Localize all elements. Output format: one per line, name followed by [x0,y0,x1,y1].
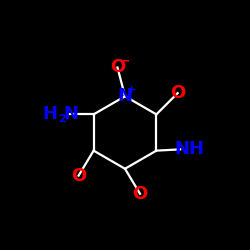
Text: H: H [42,106,57,123]
Text: N: N [64,106,78,123]
Text: O: O [170,84,185,102]
Text: O: O [110,58,125,76]
Text: N: N [118,87,132,105]
Text: O: O [71,166,86,184]
Text: NH: NH [174,140,204,158]
Text: +: + [127,85,136,95]
Text: −: − [120,55,130,68]
Text: 2: 2 [58,114,66,124]
Text: O: O [132,185,148,203]
